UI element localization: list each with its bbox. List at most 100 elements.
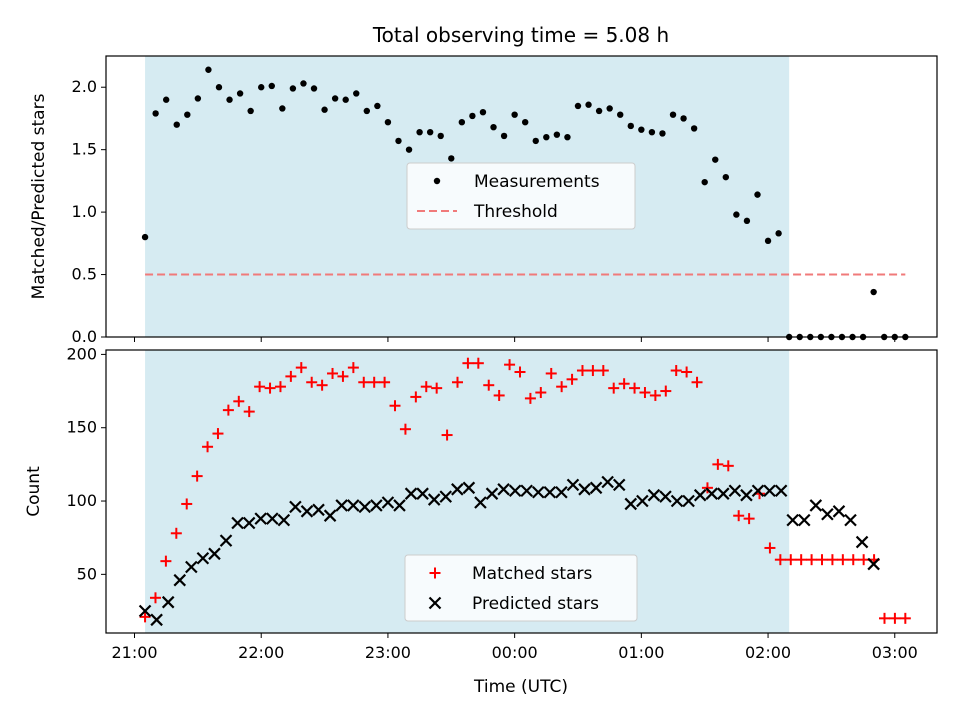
- predicted-star-point-b: [370, 499, 383, 512]
- ratio-panel: 0.0 0.5 1.0 1.5 2.0 Matched/Predicted stars Me…: [29, 55, 938, 346]
- matched-star-point: [785, 554, 797, 566]
- matched-star-point: [222, 404, 234, 416]
- matched-star-point: [462, 357, 474, 369]
- measurement-point: [690, 125, 698, 132]
- predicted-star-point: [659, 490, 672, 503]
- measurement-point: [247, 107, 254, 115]
- predicted-star-point: [196, 551, 210, 565]
- predicted-star-point-b: [867, 557, 880, 571]
- matched-star-point: [608, 382, 620, 394]
- matched-star-point: [826, 554, 838, 566]
- legend-label-threshold: Threshold: [473, 202, 558, 222]
- predicted-star-point: [624, 497, 638, 511]
- predicted-star-point-b: [300, 505, 314, 518]
- predicted-star-point: [381, 496, 395, 509]
- matched-star-point: [483, 379, 495, 391]
- matched-star-point: [889, 612, 901, 624]
- measurement-point: [437, 132, 444, 140]
- matched-star-point: [493, 389, 505, 401]
- measurement-point: [469, 112, 476, 120]
- predicted-star-point: [277, 513, 291, 527]
- predicted-star-point-b: [797, 513, 811, 527]
- matched-star-point: [274, 381, 286, 393]
- predicted-star-point-b: [855, 535, 869, 549]
- predicted-star-point-b: [740, 488, 753, 502]
- legend-marker-predicted-b: [428, 596, 442, 610]
- measurement-point: [331, 95, 339, 102]
- predicted-star-point: [601, 475, 614, 489]
- predicted-star-point: [821, 507, 834, 521]
- predicted-star-point: [138, 604, 152, 618]
- measurement-point: [141, 233, 149, 241]
- predicted-star-point-b: [254, 512, 267, 525]
- measurement-point: [764, 237, 772, 245]
- measurement-point: [701, 178, 708, 186]
- predicted-star-point: [589, 481, 603, 495]
- predicted-star-point: [393, 499, 406, 512]
- matched-star-point: [774, 554, 786, 566]
- matched-star-point: [618, 378, 630, 390]
- measurement-point: [342, 96, 349, 103]
- predicted-star-point-b: [439, 490, 453, 503]
- legend-label-matched: Matched stars: [472, 564, 592, 584]
- predicted-star-point-b: [589, 481, 603, 495]
- predicted-star-point-b: [508, 484, 522, 498]
- matched-star-point: [243, 406, 255, 418]
- measurement-point: [279, 105, 286, 112]
- predicted-star-point-b: [624, 497, 638, 511]
- predicted-star-point-b: [289, 500, 302, 514]
- matched-star-point: [160, 555, 172, 567]
- predicted-star-point-b: [242, 516, 256, 530]
- measurement-point: [648, 128, 656, 136]
- matched-star-point: [795, 554, 807, 566]
- x-tick-label: 23:00: [365, 643, 411, 662]
- predicted-star-point: [346, 499, 360, 512]
- measurement-point: [205, 66, 212, 73]
- measurement-point: [543, 133, 550, 141]
- predicted-star-point: [774, 484, 788, 498]
- predicted-star-point-b: [717, 487, 730, 500]
- matched-star-point: [212, 428, 224, 440]
- matched-star-point: [639, 387, 651, 399]
- measurement-point: [458, 118, 466, 126]
- predicted-star-point-b: [358, 500, 372, 514]
- measurement-point: [448, 155, 455, 162]
- predicted-star-point: [185, 560, 198, 574]
- measurement-point: [353, 90, 360, 97]
- predicted-star-point-b: [266, 512, 279, 525]
- legend-label-measurements: Measurements: [474, 172, 600, 192]
- x-tick-label: 22:00: [238, 643, 284, 662]
- chart-title: Total observing time = 5.08 h: [372, 23, 669, 47]
- predicted-star-point: [612, 478, 626, 492]
- predicted-star-point-b: [543, 485, 557, 499]
- legend-box: [404, 554, 638, 622]
- matched-star-point: [399, 423, 411, 435]
- predicted-star-point-b: [346, 499, 360, 512]
- predicted-star-point-b: [705, 487, 719, 500]
- measurement-point: [258, 84, 265, 91]
- matched-star-point: [733, 510, 745, 522]
- matched-star-point: [566, 373, 578, 385]
- x-tick-label: 03:00: [872, 643, 918, 662]
- predicted-star-point-b: [809, 499, 823, 512]
- matched-star-point: [420, 381, 432, 393]
- matched-star-point: [170, 527, 182, 539]
- measurement-point: [426, 128, 434, 136]
- y-axis-label: Matched/Predicted stars: [29, 93, 49, 299]
- legend: Matched stars Predicted stars: [404, 554, 638, 622]
- predicted-star-point-b: [427, 493, 441, 506]
- y-tick-label: 150: [66, 418, 97, 437]
- predicted-star-point-b: [138, 604, 152, 618]
- x-axis-label: Time (UTC): [473, 677, 568, 697]
- matched-star-point: [681, 366, 693, 378]
- matched-star-point: [649, 389, 661, 401]
- predicted-star-point: [427, 493, 441, 506]
- predicted-star-point-b: [497, 483, 510, 496]
- predicted-star-point-b: [786, 513, 799, 527]
- x-tick-label: 01:00: [618, 643, 664, 662]
- predicted-star-point-b: [520, 484, 533, 498]
- measurement-point: [321, 106, 328, 113]
- matched-star-point: [576, 365, 588, 377]
- plot-frame: [105, 349, 938, 634]
